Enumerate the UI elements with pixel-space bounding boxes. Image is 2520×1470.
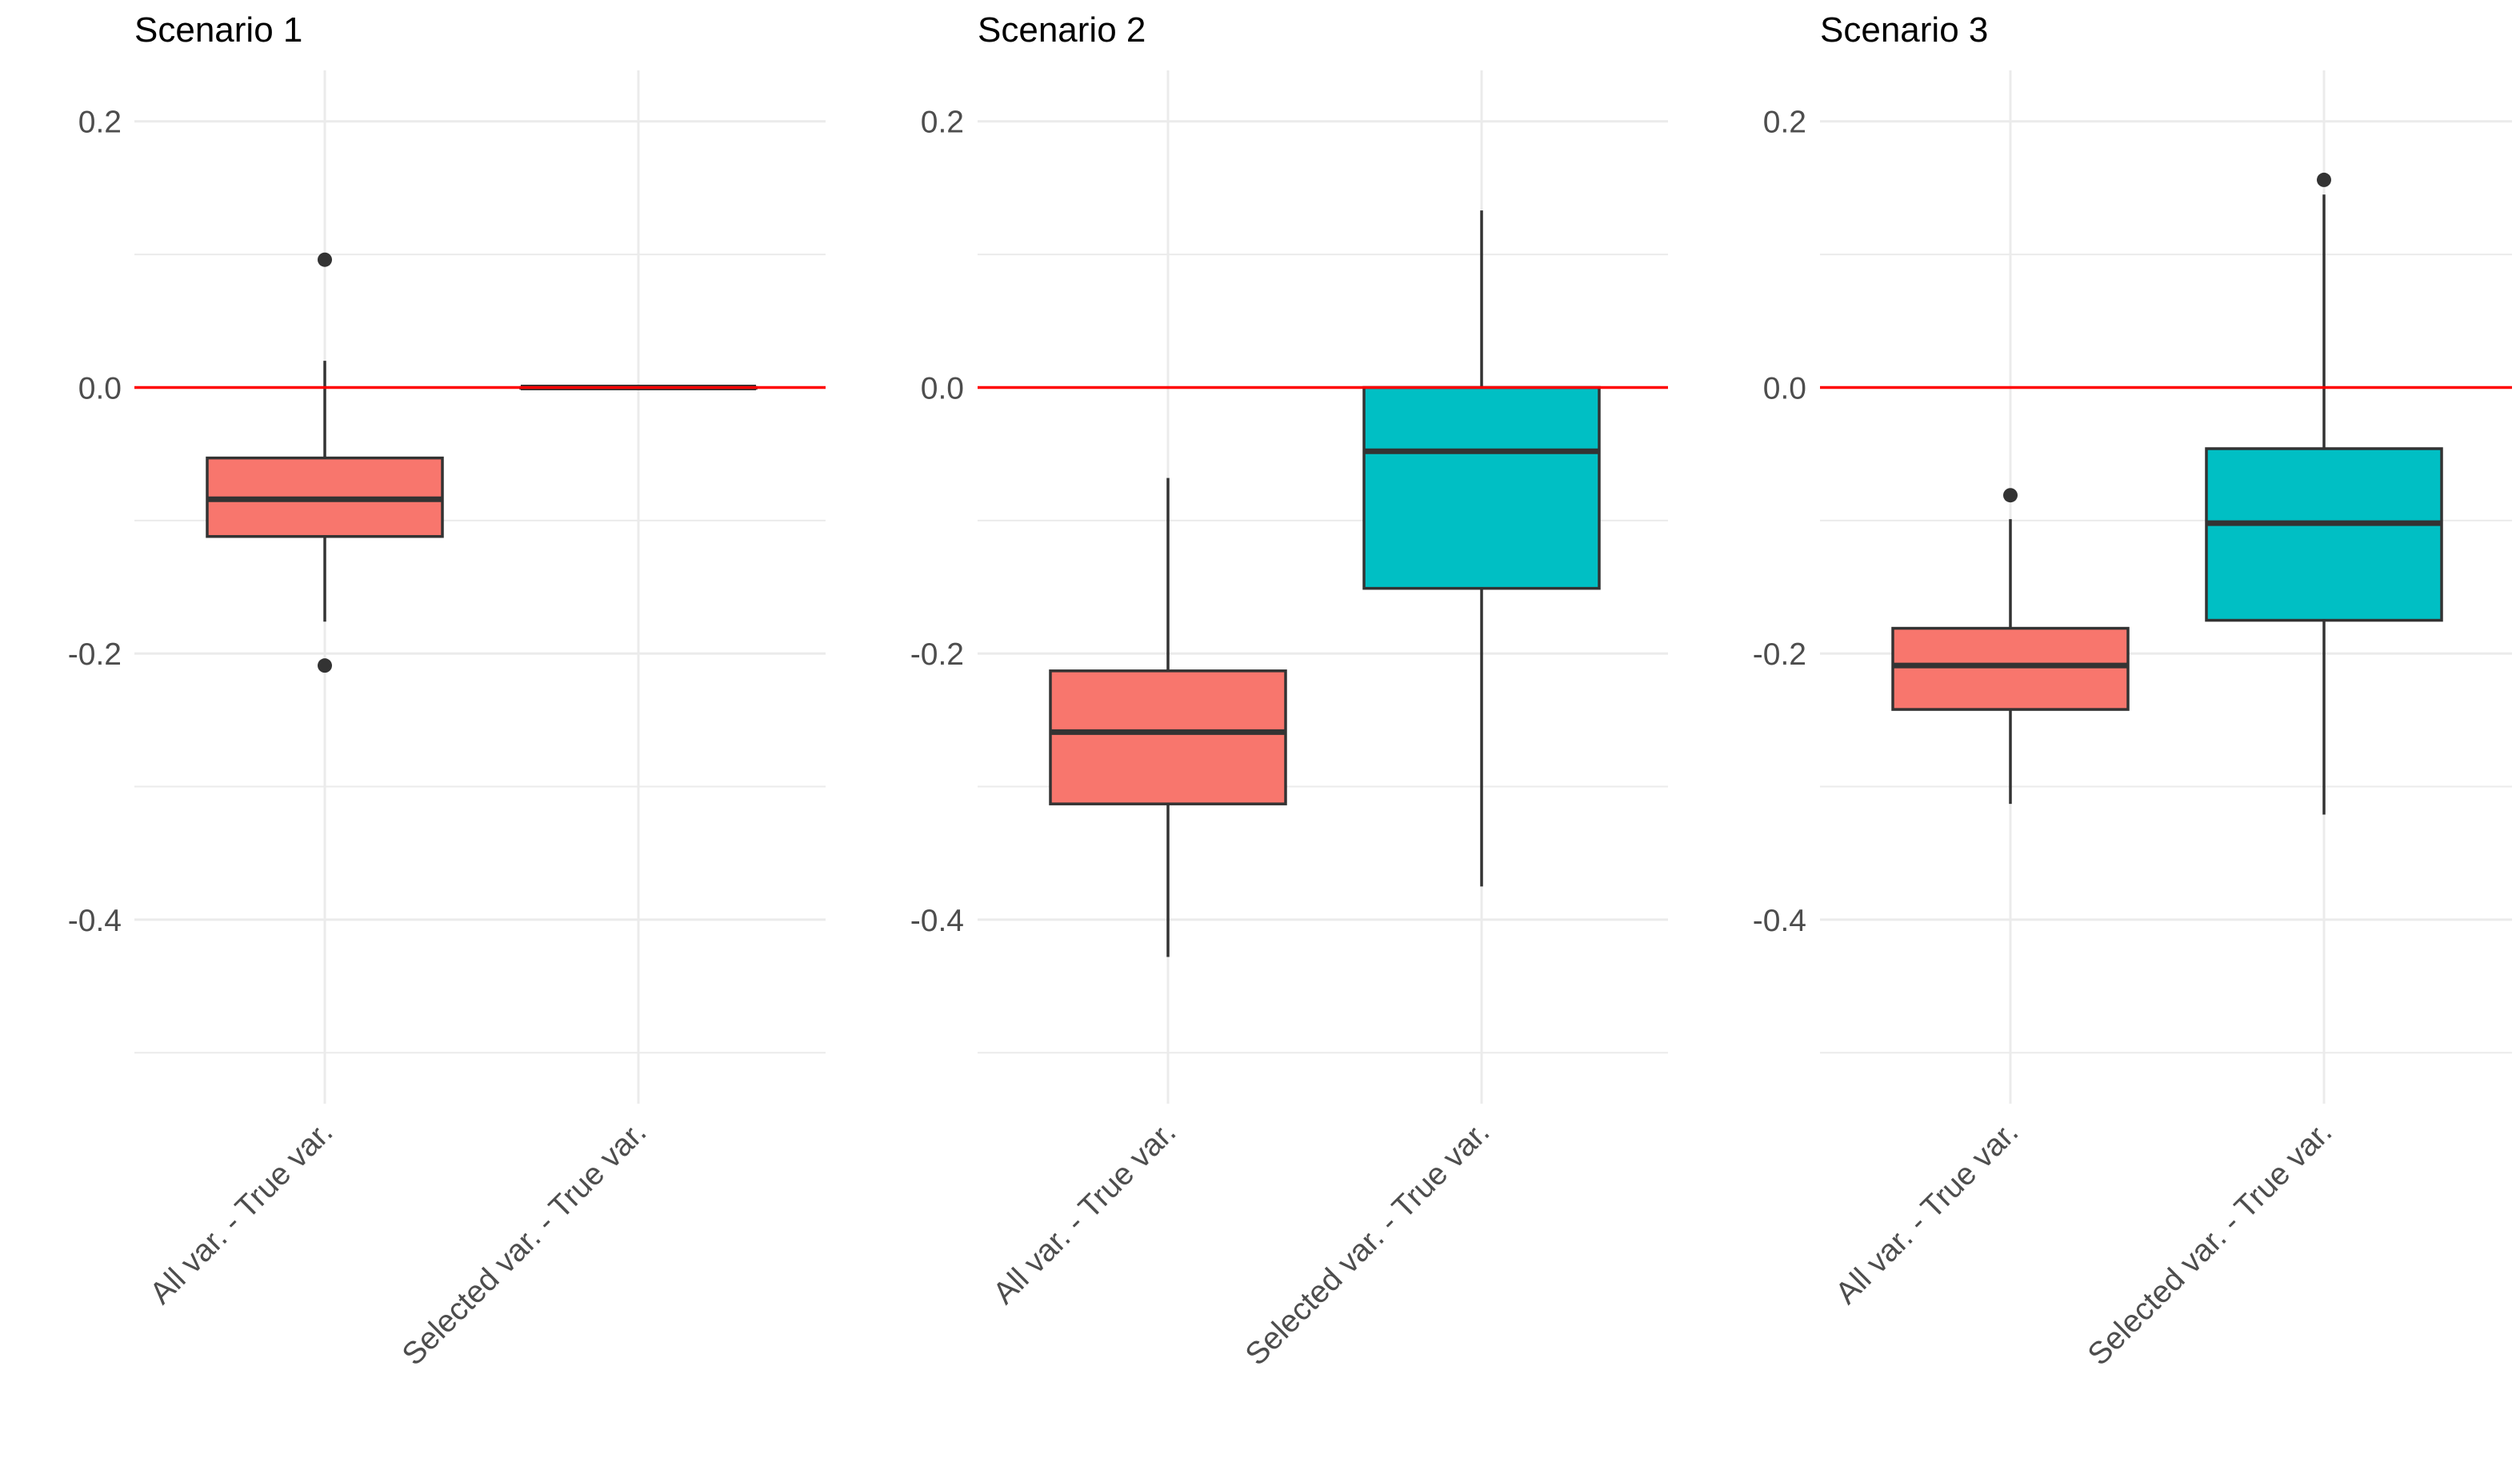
y-tick-label: -0.2 [1753,637,1806,672]
outlier-point [318,658,332,673]
box-all-var [206,252,444,673]
panel-title: Scenario 1 [134,10,302,50]
outlier-point [2003,488,2018,503]
y-tick-label: -0.4 [1753,904,1806,938]
box-selected-var [1362,210,1601,887]
box-selected-var [2205,172,2443,815]
panel-scenario-3: -0.4 -0.2 0.0 0.2 All var. - True var. Select… [1753,10,2512,1372]
x-tick-label: All var. - True var. [1829,1115,2025,1311]
x-tick-label: Selected var. - True var. [1239,1115,1497,1372]
x-tick-label: All var. - True var. [143,1115,339,1311]
y-tick-label: 0.2 [1763,106,1806,140]
panel-scenario-2: -0.4 -0.2 0.0 0.2 All var. - True var. Select… [910,10,1668,1372]
y-tick-label: -0.4 [68,904,122,938]
box-body [2205,447,2443,622]
outlier-point [2317,172,2331,187]
y-tick-label: -0.4 [910,904,964,938]
panel-scenario-1: -0.4 -0.2 0.0 0.2 All var. - True var. Select… [68,10,826,1372]
y-tick-label: -0.2 [910,637,964,672]
x-tick-label: Selected var. - True var. [2082,1115,2339,1372]
box-body [1362,385,1601,590]
y-tick-label: -0.2 [68,637,122,672]
x-tick-label: All var. - True var. [986,1115,1182,1311]
panel-title: Scenario 3 [1820,10,1988,50]
outlier-point [318,252,332,267]
box-body [1049,669,1287,805]
box-all-var [1049,477,1287,957]
y-tick-label: 0.0 [1763,371,1806,405]
y-tick-label: 0.2 [78,106,122,140]
box-body [1891,626,2130,711]
y-tick-label: 0.2 [921,106,964,140]
box-all-var [1891,488,2130,805]
y-tick-label: 0.0 [921,371,964,405]
y-tick-label: 0.0 [78,371,122,405]
x-tick-label: Selected var. - True var. [396,1115,654,1372]
panel-title: Scenario 2 [978,10,1146,50]
